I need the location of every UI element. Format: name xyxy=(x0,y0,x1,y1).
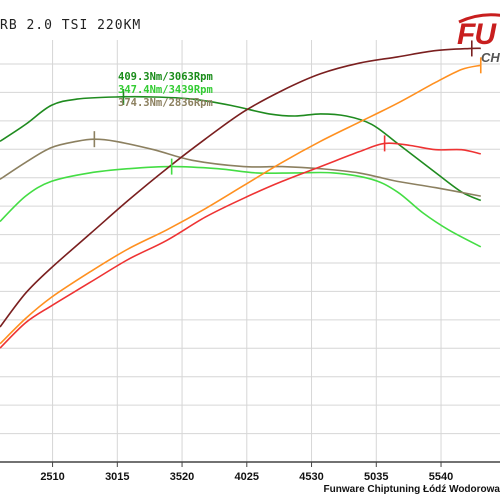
brand-logo: FU CH xyxy=(455,8,500,65)
peak-annotation-2: 374.3Nm/2836Rpm xyxy=(118,97,213,109)
x-tick-label: 3015 xyxy=(105,471,129,483)
series-line-5 xyxy=(0,142,481,349)
series-line-4 xyxy=(0,64,481,345)
peak-annotation-1: 347.4Nm/3439Rpm xyxy=(118,84,213,96)
series-line-2 xyxy=(0,165,482,248)
x-tick-label: 3520 xyxy=(170,471,194,483)
x-tick-label: 5540 xyxy=(429,471,453,483)
x-tick-label: 4530 xyxy=(299,471,323,483)
x-tick-label: 2510 xyxy=(40,471,64,483)
peak-annotation-0: 409.3Nm/3063Rpm xyxy=(118,71,213,83)
series-line-1 xyxy=(0,138,481,197)
logo-sub-text: CH xyxy=(481,50,500,65)
logo-swoosh-icon xyxy=(458,13,500,24)
x-axis-ticks: 2510 3015 3520 4025 4530 5035 5540 xyxy=(40,462,453,483)
x-tick-label: 4025 xyxy=(235,471,259,483)
series-lines xyxy=(0,47,482,349)
logo-main-text: FU xyxy=(457,18,496,51)
chart-title: RB 2.0 TSI 220KM xyxy=(0,18,142,33)
x-tick-label: 5035 xyxy=(364,471,388,483)
footer-credit: Funware Chiptuning Łódź Wodorowa xyxy=(323,484,500,495)
peak-annotations: 409.3Nm/3063Rpm347.4Nm/3439Rpm374.3Nm/28… xyxy=(118,71,213,109)
series-line-3 xyxy=(0,47,481,328)
series-line-0 xyxy=(0,95,482,202)
peak-markers xyxy=(93,40,482,175)
grid-lines xyxy=(0,40,500,463)
